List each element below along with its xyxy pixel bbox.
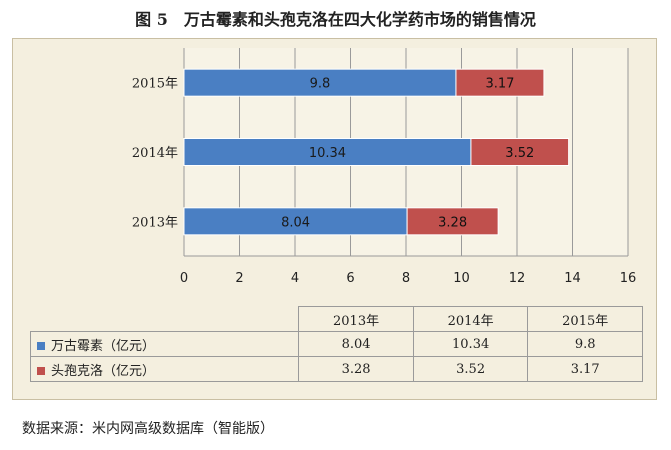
x-tick-label: 0 bbox=[180, 271, 188, 286]
table-cell: 9.8 bbox=[527, 331, 643, 357]
x-tick-label: 2 bbox=[235, 271, 243, 286]
table-cell: 3.17 bbox=[527, 356, 643, 382]
bar bbox=[406, 207, 499, 236]
x-tick-label: 16 bbox=[620, 271, 637, 286]
table-row-label: 万古霉素（亿元） bbox=[29, 331, 300, 357]
legend-label: 万古霉素（亿元） bbox=[51, 338, 156, 354]
x-tick-label: 12 bbox=[509, 271, 526, 286]
data-label: 9.8 bbox=[310, 77, 331, 92]
table-corner bbox=[30, 306, 300, 332]
bar bbox=[455, 68, 545, 97]
table-cell: 3.28 bbox=[298, 356, 414, 382]
table-header: 2015年 bbox=[527, 306, 643, 332]
data-label: 3.17 bbox=[485, 77, 514, 92]
legend-swatch-series2 bbox=[37, 367, 45, 375]
table-row-label: 头孢克洛（亿元） bbox=[29, 356, 300, 382]
table-header-row: 2013年 2014年 2015年 bbox=[30, 306, 643, 332]
x-tick-label: 6 bbox=[346, 271, 354, 286]
bar bbox=[183, 138, 472, 166]
table-header: 2013年 bbox=[298, 306, 414, 332]
table-row: 头孢克洛（亿元） 3.28 3.52 3.17 bbox=[29, 356, 643, 382]
x-tick-label: 10 bbox=[453, 271, 470, 286]
x-tick-label: 14 bbox=[564, 271, 581, 286]
category-label: 2015年 bbox=[132, 77, 178, 92]
table-cell: 10.34 bbox=[412, 331, 529, 357]
bar bbox=[470, 138, 570, 166]
bar-chart: 0 2 4 6 8 10 12 14 16 2015年 9.8 3.17 2014年 10.34 3.52 2… bbox=[132, 48, 637, 286]
data-label: 10.34 bbox=[309, 146, 346, 161]
chart-title: 图 5 万古霉素和头孢克洛在四大化学药市场的销售情况 bbox=[135, 10, 536, 29]
data-label: 3.28 bbox=[438, 215, 467, 230]
data-label: 8.04 bbox=[281, 215, 310, 230]
data-source: 数据来源：米内网高级数据库（智能版） bbox=[22, 421, 274, 437]
category-label: 2013年 bbox=[132, 215, 178, 230]
table-row: 万古霉素（亿元） 8.04 10.34 9.8 bbox=[29, 331, 643, 357]
data-label: 3.52 bbox=[505, 146, 534, 161]
table-cell: 3.52 bbox=[412, 356, 529, 382]
legend-label: 头孢克洛（亿元） bbox=[51, 363, 156, 379]
table-cell: 8.04 bbox=[298, 331, 414, 357]
bar bbox=[183, 68, 457, 97]
data-table: 2013年 2014年 2015年 万古霉素（亿元） 8.04 10.34 9.… bbox=[29, 306, 643, 382]
bar bbox=[183, 207, 408, 236]
x-tick-label: 4 bbox=[291, 271, 299, 286]
x-tick-label: 8 bbox=[402, 271, 410, 286]
category-label: 2014年 bbox=[132, 146, 178, 161]
table-header: 2014年 bbox=[412, 306, 529, 332]
legend-swatch-series1 bbox=[37, 342, 45, 350]
